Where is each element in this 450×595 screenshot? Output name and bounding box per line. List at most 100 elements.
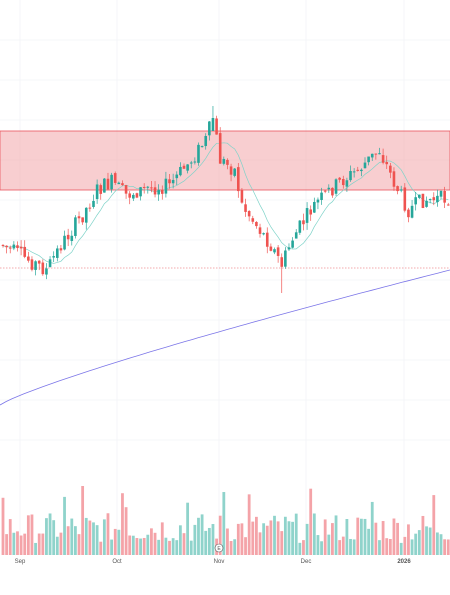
candle-body bbox=[74, 217, 77, 236]
volume-bar bbox=[240, 523, 244, 555]
candle bbox=[37, 260, 41, 271]
volume-bar bbox=[417, 530, 421, 555]
volume-bar bbox=[305, 523, 309, 555]
candle-body bbox=[146, 186, 150, 188]
candle bbox=[341, 175, 345, 189]
candle bbox=[381, 148, 385, 165]
volume-bar bbox=[59, 532, 63, 555]
candle-body bbox=[41, 262, 45, 275]
candle-body bbox=[95, 184, 99, 200]
candle bbox=[403, 183, 407, 213]
candle-body bbox=[59, 248, 63, 251]
candle bbox=[153, 181, 157, 198]
candle-body bbox=[56, 248, 59, 258]
candle bbox=[66, 228, 70, 247]
candle bbox=[247, 210, 251, 222]
volume-bar bbox=[131, 535, 135, 555]
volume-bar bbox=[135, 538, 139, 555]
candle-body bbox=[352, 171, 356, 173]
candle bbox=[345, 177, 349, 192]
volume-bar bbox=[222, 492, 226, 555]
candle-body bbox=[273, 249, 276, 253]
candle-body bbox=[37, 260, 41, 264]
volume-bar bbox=[327, 534, 331, 555]
candle bbox=[309, 205, 312, 221]
volume-bar bbox=[74, 526, 77, 555]
candle-body bbox=[34, 261, 37, 270]
candle bbox=[280, 253, 284, 293]
volume-bar bbox=[399, 542, 403, 555]
candle bbox=[186, 164, 189, 174]
candle bbox=[349, 165, 352, 182]
candle bbox=[276, 244, 280, 263]
candle-body bbox=[182, 165, 186, 169]
volume-bar bbox=[182, 533, 186, 555]
candle bbox=[84, 207, 88, 230]
volume-bar bbox=[309, 488, 313, 555]
candle-body bbox=[139, 187, 142, 197]
candle-body bbox=[313, 201, 316, 213]
candle bbox=[360, 168, 363, 177]
candle bbox=[52, 251, 55, 263]
volume-bar bbox=[99, 541, 103, 555]
volume-bar bbox=[378, 540, 381, 555]
candle-body bbox=[66, 234, 70, 240]
candle-body bbox=[168, 179, 171, 184]
volume-bar bbox=[121, 493, 124, 555]
volume-bar bbox=[229, 541, 233, 555]
candle-body bbox=[233, 168, 236, 176]
volume-bar bbox=[273, 515, 276, 555]
candle bbox=[378, 147, 381, 155]
volume-bar bbox=[81, 485, 85, 555]
volume-bar bbox=[95, 525, 99, 555]
candle bbox=[446, 202, 450, 206]
candle bbox=[265, 227, 269, 254]
candle bbox=[222, 156, 226, 166]
candle bbox=[157, 184, 160, 201]
candle-body bbox=[418, 194, 421, 198]
candle bbox=[439, 190, 443, 199]
candle bbox=[302, 213, 305, 231]
candle bbox=[421, 193, 425, 209]
candle-body bbox=[280, 257, 284, 267]
candle-body bbox=[204, 136, 208, 147]
volume-bar bbox=[421, 515, 425, 555]
volume-bar bbox=[367, 528, 371, 555]
candle-body bbox=[291, 240, 294, 248]
candle-body bbox=[179, 166, 182, 176]
volume-bar bbox=[8, 519, 12, 555]
volume-bar bbox=[19, 535, 23, 555]
candle-body bbox=[99, 185, 103, 194]
candle-body bbox=[92, 200, 95, 207]
volume-bar bbox=[302, 540, 305, 555]
candle-body bbox=[323, 190, 327, 192]
candle-body bbox=[262, 233, 265, 235]
candle bbox=[204, 133, 208, 150]
volume-bar bbox=[63, 496, 66, 555]
candle-body bbox=[298, 220, 302, 233]
candle bbox=[175, 171, 179, 186]
volume-bar bbox=[106, 513, 110, 555]
volume-bar bbox=[207, 527, 211, 555]
candle-body bbox=[30, 259, 34, 270]
volume-bar bbox=[48, 513, 52, 555]
candle bbox=[110, 172, 113, 193]
candle bbox=[179, 162, 182, 177]
volume-bar bbox=[258, 532, 262, 555]
volume-bar bbox=[407, 524, 410, 555]
volume-bar bbox=[244, 537, 247, 555]
candle-body bbox=[316, 199, 320, 203]
candle-body bbox=[425, 200, 428, 207]
candle bbox=[171, 173, 175, 189]
candle-body bbox=[334, 179, 338, 194]
candle-body bbox=[12, 244, 16, 249]
candle bbox=[367, 156, 370, 166]
volume-bar bbox=[102, 519, 106, 555]
candle-body bbox=[331, 187, 334, 196]
candle-body bbox=[255, 221, 258, 227]
candle bbox=[425, 196, 428, 208]
candle bbox=[237, 163, 240, 198]
volume-bar bbox=[443, 539, 447, 555]
candle bbox=[418, 194, 421, 200]
